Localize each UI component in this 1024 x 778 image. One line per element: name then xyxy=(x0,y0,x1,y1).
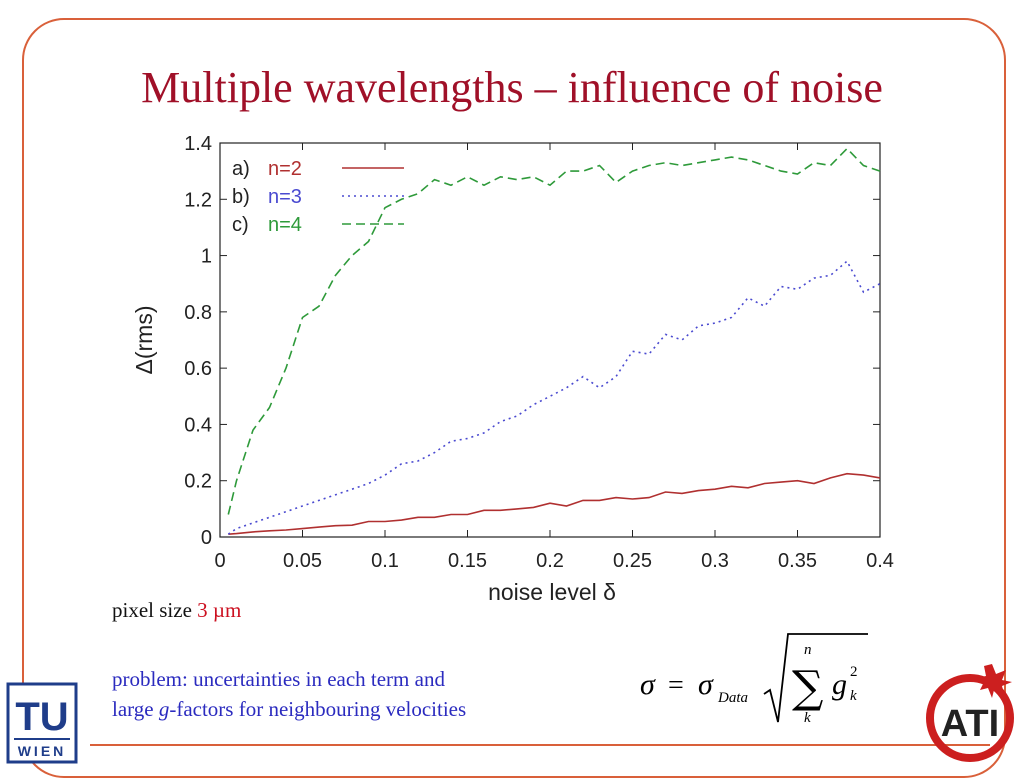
x-tick-label: 0.25 xyxy=(613,550,652,572)
formula-sum-top: n xyxy=(804,642,812,658)
problem-line-2-post: -factors for neighbouring velocities xyxy=(169,697,467,721)
series-line-n=4 xyxy=(227,147,881,515)
formula-sum-sign: ∑ xyxy=(792,662,823,713)
x-tick-label: 0.2 xyxy=(536,550,564,572)
x-tick-label: 0.05 xyxy=(283,550,322,572)
tu-wien-logo: TU WIEN xyxy=(6,682,78,764)
x-tick-label: 0.1 xyxy=(371,550,399,572)
formula-g-sub: k xyxy=(850,688,857,704)
series-line-n=2 xyxy=(228,472,881,535)
ati-logo-text: ATI xyxy=(941,703,999,745)
legend-prefix: a) xyxy=(232,158,250,180)
series-line-n=3 xyxy=(227,259,881,535)
legend-label: n=4 xyxy=(268,214,302,236)
x-tick-label: 0.15 xyxy=(448,550,487,572)
slide-title: Multiple wavelengths – influence of nois… xyxy=(141,63,883,112)
formula-g-sup: 2 xyxy=(850,664,858,680)
y-tick-label: 1 xyxy=(201,246,212,268)
footer-rule xyxy=(90,744,990,746)
formula-lhs: σ xyxy=(640,668,656,701)
problem-line-1: problem: uncertainties in each term and xyxy=(112,667,445,691)
formula-eq: = xyxy=(668,670,684,701)
y-axis-label: Δ(rms) xyxy=(131,306,157,375)
pixel-size-label: pixel size xyxy=(112,598,198,622)
formula-g: g xyxy=(832,668,847,701)
problem-line-2: large g-factors for neighbouring velocit… xyxy=(112,694,466,724)
ati-logo: ATI xyxy=(926,664,1014,762)
y-tick-label: 0.8 xyxy=(184,302,212,324)
y-tick-label: 0 xyxy=(201,527,212,549)
y-tick-label: 0.4 xyxy=(184,414,212,436)
x-axis-label: noise level δ xyxy=(488,579,616,605)
y-tick-label: 1.2 xyxy=(184,189,212,211)
formula-sum-bottom: k xyxy=(804,710,811,726)
legend-prefix: b) xyxy=(232,186,250,208)
legend-label: n=3 xyxy=(268,186,302,208)
x-tick-label: 0 xyxy=(214,550,225,572)
pixel-size-line: pixel size 3 µm xyxy=(112,598,241,623)
sigma-formula: σ = σ Data n ∑ k g 2 k xyxy=(640,633,868,726)
formula-radical xyxy=(763,633,868,723)
x-tick-label: 0.4 xyxy=(866,550,894,572)
x-tick-label: 0.3 xyxy=(701,550,729,572)
legend-prefix: c) xyxy=(232,214,249,236)
y-tick-label: 1.4 xyxy=(184,133,212,155)
y-tick-label: 0.6 xyxy=(184,358,212,380)
problem-line-2-pre: large xyxy=(112,697,159,721)
x-tick-label: 0.35 xyxy=(778,550,817,572)
problem-line-2-g: g xyxy=(158,697,170,721)
tu-logo-top: TU xyxy=(15,695,68,739)
problem-text: problem: uncertainties in each term and … xyxy=(112,664,466,724)
tu-logo-bottom: WIEN xyxy=(18,743,67,759)
plot-frame xyxy=(219,142,881,538)
pixel-size-value: 3 µm xyxy=(197,598,242,622)
legend-label: n=2 xyxy=(268,158,302,180)
formula-sub: Data xyxy=(717,690,748,706)
y-tick-label: 0.2 xyxy=(184,471,212,493)
formula-sigma: σ xyxy=(698,668,714,701)
